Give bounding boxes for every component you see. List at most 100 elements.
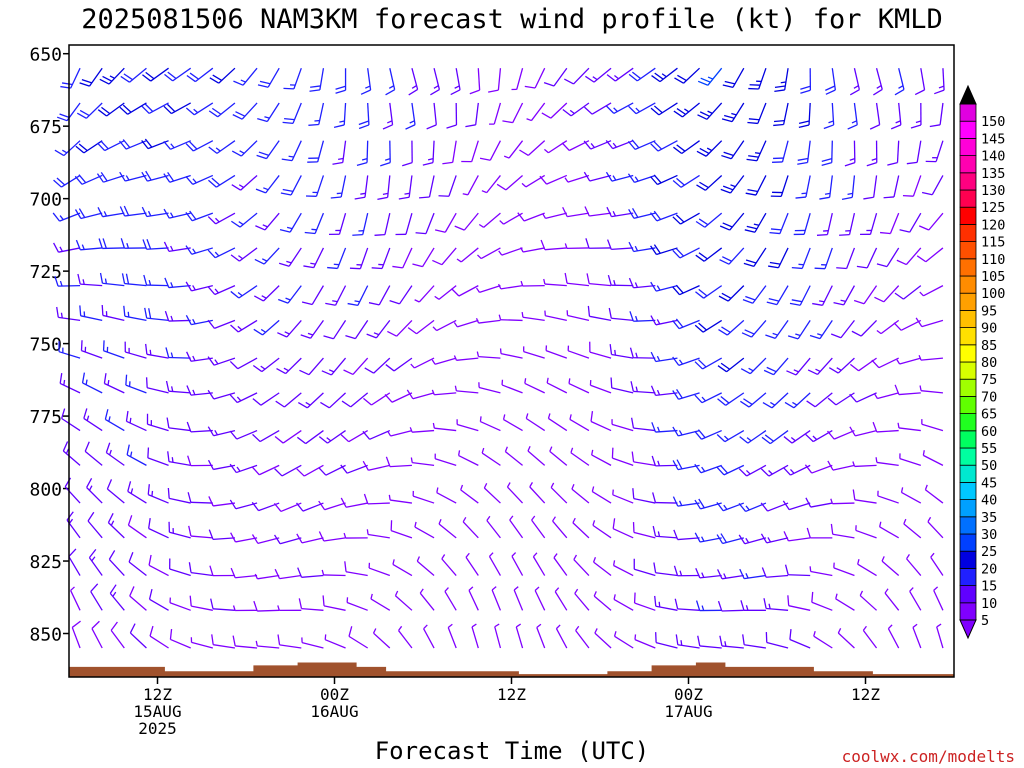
wind-barb — [354, 175, 369, 200]
wind-barb — [910, 102, 922, 129]
wind-barb — [210, 598, 235, 611]
wind-barb — [141, 138, 169, 150]
colorbar-label: 125 — [981, 200, 1005, 216]
x-tick-label: 12Z — [851, 685, 880, 704]
wind-barb — [76, 102, 103, 119]
wind-barb — [165, 380, 191, 394]
y-tick-label: 775 — [29, 407, 62, 428]
colorbar-label: 90 — [981, 321, 997, 337]
wind-barb — [207, 426, 236, 437]
wind-barb — [301, 285, 324, 306]
x-tick-label: 16AUG — [310, 702, 358, 721]
wind-barb — [634, 634, 656, 649]
wind-barb — [852, 489, 877, 504]
wind-barb — [125, 374, 147, 394]
wind-barb — [462, 517, 479, 539]
wind-barb — [611, 447, 634, 466]
wind-barb — [585, 238, 612, 249]
colorbar-label: 140 — [981, 149, 1005, 165]
wind-barb — [787, 320, 811, 340]
wind-barb — [99, 272, 125, 287]
wind-barb — [345, 320, 369, 340]
wind-barb — [509, 515, 524, 539]
wind-barb — [415, 212, 435, 235]
wind-barb — [233, 67, 258, 86]
wind-barb — [416, 556, 435, 577]
wind-barb — [654, 595, 678, 611]
wind-barb — [825, 68, 837, 95]
wind-barb — [333, 102, 347, 128]
colorbar-swatch — [959, 430, 977, 449]
wind-barb — [207, 389, 236, 400]
wind-barb — [568, 378, 590, 394]
wind-barb — [489, 102, 502, 125]
wind-barb — [629, 347, 656, 359]
wind-barb — [163, 172, 191, 183]
wind-barb — [806, 527, 833, 539]
colorbar-top-arrow — [959, 84, 977, 105]
wind-barb — [650, 174, 678, 186]
wind-barb — [539, 174, 568, 185]
wind-barb — [738, 534, 767, 545]
colorbar-label: 25 — [981, 544, 997, 560]
colorbar-swatch — [959, 585, 977, 604]
wind-barb — [630, 417, 656, 432]
colorbar-label: 120 — [981, 217, 1005, 233]
wind-barb — [717, 357, 745, 373]
wind-barb — [748, 67, 767, 90]
wind-barb — [163, 102, 192, 115]
wind-barb — [83, 408, 103, 432]
wind-barb — [783, 430, 811, 444]
wind-barb — [739, 568, 767, 580]
wind-barb — [387, 429, 413, 437]
wind-barb — [650, 351, 678, 363]
wind-barb — [468, 586, 479, 611]
wind-barb — [717, 392, 745, 406]
wind-barb — [410, 457, 435, 467]
wind-barb — [377, 175, 391, 200]
wind-barb — [169, 558, 191, 577]
colorbar-label: 150 — [981, 114, 1005, 130]
wind-barb — [696, 174, 723, 191]
wind-barb — [442, 140, 457, 165]
wind-barb — [340, 497, 368, 508]
wind-barb — [651, 455, 678, 467]
wind-barb — [804, 464, 833, 474]
wind-barb — [380, 140, 391, 167]
colorbar-label: 10 — [981, 596, 997, 612]
wind-barb — [231, 174, 258, 191]
wind-barb — [494, 623, 502, 649]
wind-barb — [606, 67, 634, 82]
wind-barb — [909, 587, 922, 611]
wind-barb — [53, 242, 81, 253]
wind-barb — [562, 206, 590, 218]
wind-barb — [567, 345, 590, 359]
wind-barb — [740, 392, 767, 408]
wind-barb — [406, 389, 435, 400]
wind-barb — [504, 446, 523, 466]
wind-barb — [253, 285, 280, 302]
wind-barb — [362, 460, 390, 471]
wind-barb — [529, 482, 546, 504]
wind-barb — [613, 594, 634, 611]
wind-barb — [934, 68, 945, 95]
y-tick-label: 825 — [29, 552, 62, 573]
wind-barb — [531, 515, 546, 539]
wind-barb — [849, 426, 877, 437]
wind-barb — [431, 389, 457, 396]
wind-barb — [77, 273, 103, 287]
wind-barb — [60, 67, 81, 89]
wind-barb — [283, 67, 302, 90]
colorbar-label: 20 — [981, 561, 997, 577]
wind-barb — [456, 419, 479, 432]
wind-barb — [543, 278, 567, 287]
wind-barb — [890, 102, 902, 130]
wind-barb — [768, 247, 789, 269]
wind-barb — [144, 307, 169, 322]
wind-barb — [101, 304, 125, 322]
watermark-link[interactable]: coolwx.com/modelts — [842, 747, 1015, 766]
wind-barb — [349, 247, 369, 270]
wind-barb — [79, 305, 103, 322]
wind-barb — [918, 355, 943, 361]
colorbar-swatch — [959, 533, 977, 552]
